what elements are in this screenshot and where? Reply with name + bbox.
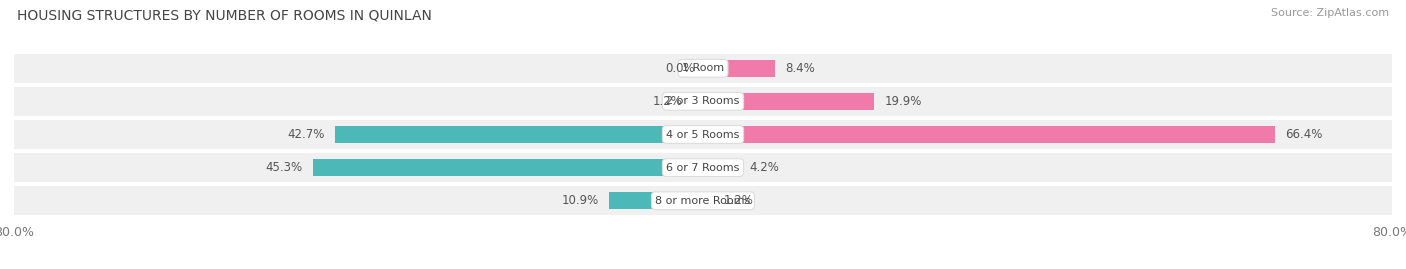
Bar bbox=[703, 93, 875, 110]
Bar bbox=[14, 186, 1392, 215]
Text: 1.2%: 1.2% bbox=[652, 95, 682, 108]
Bar bbox=[693, 93, 703, 110]
Text: 19.9%: 19.9% bbox=[884, 95, 922, 108]
Text: 0.0%: 0.0% bbox=[665, 62, 695, 75]
Bar bbox=[14, 87, 1392, 116]
Bar bbox=[703, 192, 713, 209]
Text: HOUSING STRUCTURES BY NUMBER OF ROOMS IN QUINLAN: HOUSING STRUCTURES BY NUMBER OF ROOMS IN… bbox=[17, 8, 432, 22]
Text: 8.4%: 8.4% bbox=[786, 62, 815, 75]
Bar bbox=[14, 54, 1392, 83]
Bar bbox=[335, 126, 703, 143]
Text: 10.9%: 10.9% bbox=[561, 194, 599, 207]
Bar bbox=[703, 60, 775, 77]
Bar bbox=[14, 153, 1392, 182]
Text: 2 or 3 Rooms: 2 or 3 Rooms bbox=[666, 96, 740, 107]
Text: 1.2%: 1.2% bbox=[724, 194, 754, 207]
Text: 6 or 7 Rooms: 6 or 7 Rooms bbox=[666, 162, 740, 173]
Text: 4 or 5 Rooms: 4 or 5 Rooms bbox=[666, 129, 740, 140]
Bar bbox=[609, 192, 703, 209]
Text: 1 Room: 1 Room bbox=[682, 63, 724, 73]
Bar bbox=[703, 126, 1275, 143]
Text: 45.3%: 45.3% bbox=[266, 161, 302, 174]
Text: 4.2%: 4.2% bbox=[749, 161, 779, 174]
Text: 42.7%: 42.7% bbox=[288, 128, 325, 141]
Text: Source: ZipAtlas.com: Source: ZipAtlas.com bbox=[1271, 8, 1389, 18]
Text: 66.4%: 66.4% bbox=[1285, 128, 1323, 141]
Bar bbox=[703, 159, 740, 176]
Text: 8 or more Rooms: 8 or more Rooms bbox=[655, 196, 751, 206]
Bar bbox=[14, 120, 1392, 149]
Bar bbox=[314, 159, 703, 176]
